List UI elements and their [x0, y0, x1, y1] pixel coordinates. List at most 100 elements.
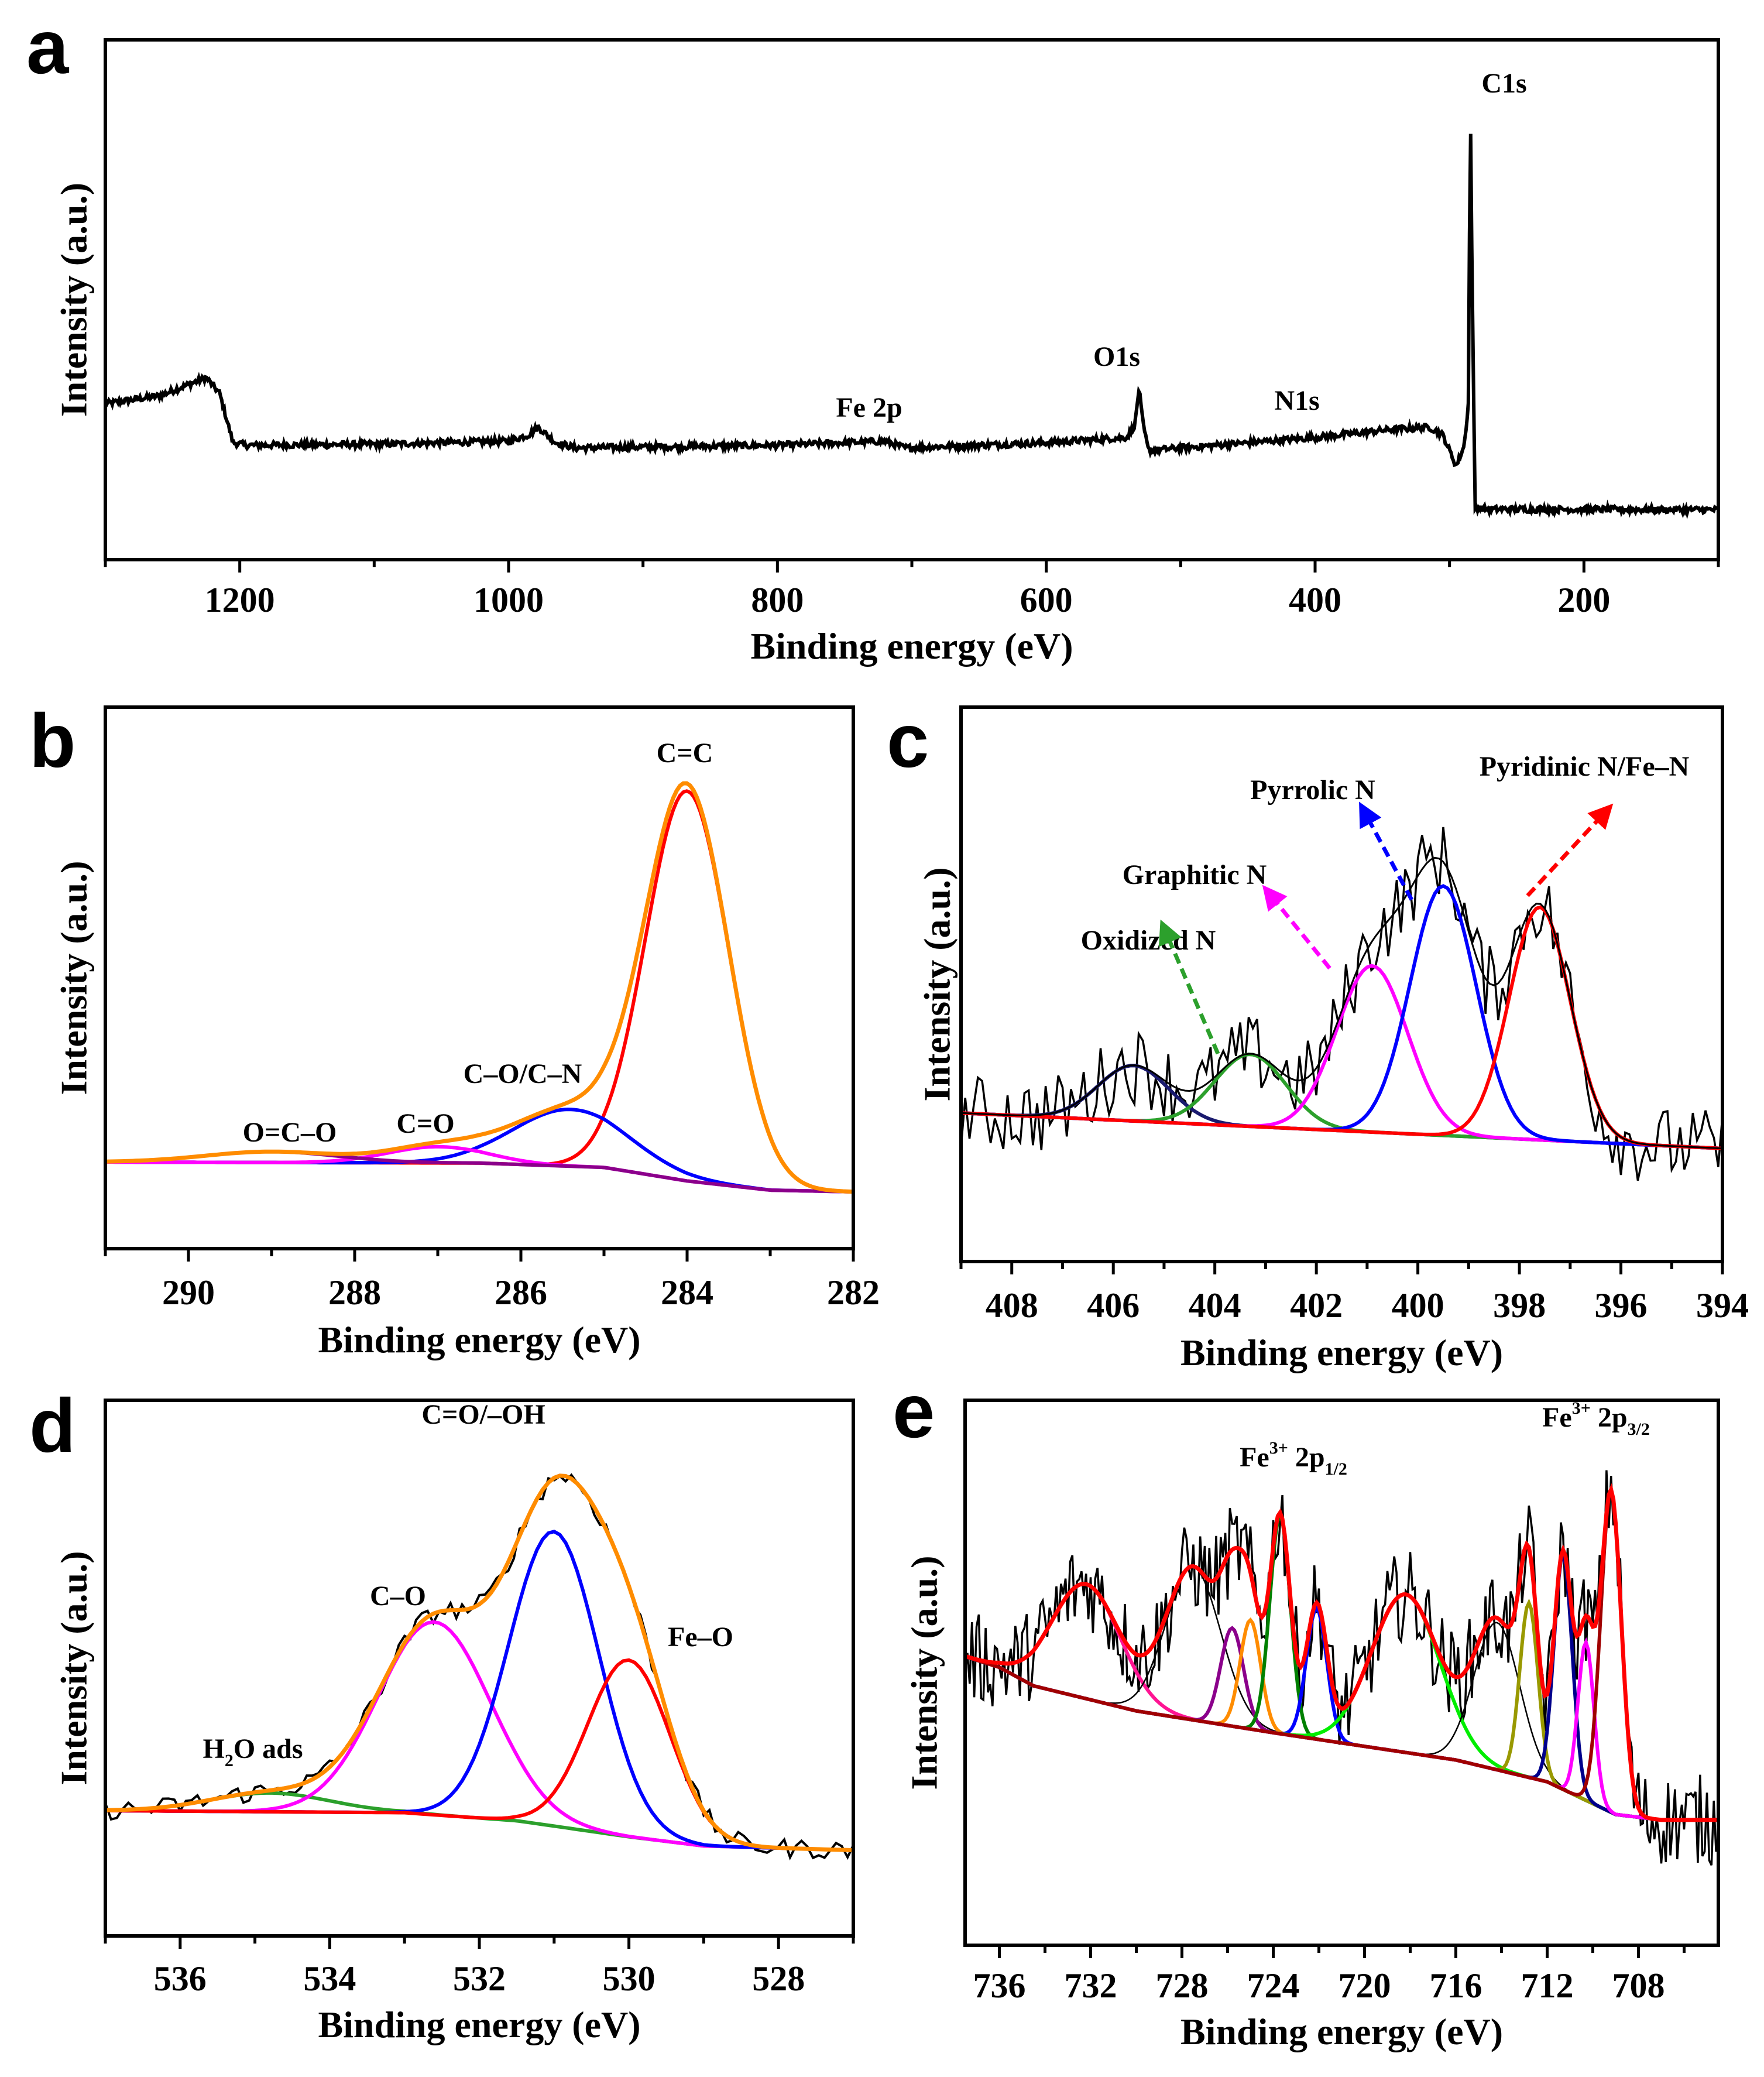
x-tick-label: 282 [827, 1273, 880, 1312]
panel-label: d [29, 1383, 75, 1468]
peak-annotation: H2O ads [203, 1733, 303, 1770]
fit-component-3 [965, 1626, 1718, 1822]
fit-component-1 [105, 789, 853, 1194]
peak-annotation: C–O [370, 1581, 426, 1612]
y-axis-label: Intensity (a.u.) [53, 1551, 94, 1785]
dashed-arrow [1262, 885, 1331, 970]
fit-envelope-line [105, 781, 853, 1194]
x-axis-label: Binding energy (eV) [1180, 1332, 1503, 1373]
peak-annotation: C=O/–OH [421, 1399, 545, 1430]
panel-d: 536 534 532 530 528 Binding energy (eV) Intens… [29, 1383, 855, 2045]
peak-annotation: Pyrrolic N [1250, 774, 1375, 806]
x-tick-label: 400 [1289, 581, 1341, 619]
plot-frame [104, 1399, 855, 1938]
peak-annotation: Fe3+ 2p3/2 [1542, 1399, 1650, 1439]
x-tick-label: 534 [303, 1959, 356, 1998]
x-tick-label: 720 [1339, 1966, 1391, 2005]
x-tick-label: 200 [1557, 581, 1610, 619]
peak-annotation: C–O/C–N [464, 1058, 582, 1089]
fit-envelope-line [965, 1483, 1718, 1822]
annotation-subscript: 2 [225, 1751, 234, 1770]
x-tick-label: 736 [973, 1966, 1026, 2005]
fit-envelope-line [105, 1473, 853, 1853]
x-tick-label: 528 [752, 1959, 805, 1998]
plot-frame [959, 705, 1724, 1263]
plot-area [965, 1470, 1718, 1866]
peak-annotation: N1s [1274, 385, 1319, 416]
x-tick-label: 400 [1392, 1286, 1444, 1325]
fit-component-4 [105, 1150, 853, 1194]
annotation-text: 2p [1591, 1402, 1628, 1433]
peak-annotation: Fe 2p [836, 392, 902, 423]
annotation-superscript: 3+ [1269, 1438, 1288, 1458]
annotation-base: Fe [1240, 1442, 1269, 1473]
x-axis-label: Binding energy (eV) [318, 1319, 640, 1360]
x-tick-label: 728 [1156, 1966, 1209, 2005]
y-axis-label: Intensity (a.u.) [53, 861, 94, 1095]
dashed-arrow [1158, 919, 1220, 1055]
x-tick-label: 532 [453, 1959, 506, 1998]
plot-area [105, 781, 853, 1194]
x-axis-label: Binding energy (eV) [750, 625, 1073, 667]
fit-component-2 [965, 1567, 1718, 1821]
annotation-base: Fe [1542, 1402, 1572, 1433]
x-tick-label: 286 [495, 1273, 547, 1312]
experimental-spectrum-line [105, 1473, 853, 1861]
peak-annotation: Fe–O [668, 1622, 733, 1653]
x-tick-label: 402 [1290, 1286, 1343, 1325]
x-tick-label: 1000 [473, 581, 544, 619]
annotation-text: O ads [234, 1733, 303, 1764]
x-tick-label: 1200 [205, 581, 275, 619]
fit-component-12 [965, 1484, 1718, 1822]
fit-component-8 [965, 1622, 1718, 1821]
x-axis-label: Binding energy (eV) [1180, 2011, 1503, 2052]
annotation-text: 2p [1288, 1442, 1325, 1473]
x-tick-label: 536 [154, 1959, 207, 1998]
fit-component-2 [961, 1053, 1722, 1150]
fit-component-10 [965, 1549, 1718, 1822]
fit-component-11 [965, 1637, 1718, 1822]
panel-a: 1200 1000 800 600 400 200 Binding energy (eV) I… [26, 4, 1720, 667]
panel-b: 290 288 286 284 282 Binding energy (eV) Intens… [29, 698, 880, 1360]
peak-annotation: Fe3+ 2p1/2 [1240, 1438, 1347, 1479]
x-tick-label: 406 [1087, 1286, 1140, 1325]
x-tick-label: 288 [328, 1273, 381, 1312]
peak-annotation: O1s [1093, 341, 1140, 372]
plot-area [961, 827, 1722, 1181]
x-tick-label: 394 [1696, 1286, 1749, 1325]
peak-annotation: Graphitic N [1123, 859, 1267, 890]
peak-annotation: O=C–O [243, 1117, 337, 1148]
annotation-base: H [203, 1733, 224, 1764]
x-tick-label: 800 [751, 581, 804, 619]
x-tick-label: 724 [1247, 1966, 1300, 2005]
x-tick-label: 708 [1612, 1966, 1665, 2005]
y-axis-label: Intensity (a.u.) [916, 867, 957, 1101]
x-tick-label: 404 [1189, 1286, 1241, 1325]
panel-label: b [29, 698, 75, 783]
x-tick-label: 290 [162, 1273, 215, 1312]
panel-c: 408 406 404 402 400 398 396 394 Binding energy (… [887, 698, 1749, 1373]
dashed-arrow [1526, 803, 1614, 897]
dashed-arrow [1359, 801, 1414, 901]
plot-area [105, 133, 1718, 520]
x-tick-label: 408 [986, 1286, 1038, 1325]
panel-label: a [26, 4, 70, 90]
fit-component-4 [965, 1617, 1718, 1822]
y-axis-label: Intensity (a.u.) [53, 183, 94, 417]
x-axis-label: Binding energy (eV) [318, 2004, 640, 2045]
fit-component-3 [105, 1529, 853, 1852]
panel-label: e [893, 1368, 935, 1454]
annotation-superscript: 3+ [1572, 1399, 1591, 1418]
panel-label: c [887, 698, 929, 783]
plot-frame [963, 1399, 1720, 1947]
x-tick-label: 398 [1493, 1286, 1546, 1325]
panel-e: 736 732 728 724 720 716 712 708 Binding energy (… [893, 1368, 1720, 2052]
survey-spectrum-line [105, 133, 1718, 520]
annotation-subscript: 3/2 [1628, 1420, 1650, 1439]
x-tick-label: 284 [661, 1273, 713, 1312]
peak-annotation: C1s [1481, 68, 1526, 99]
y-axis-label: Intensity (a.u.) [903, 1555, 945, 1790]
fit-component-3 [961, 964, 1722, 1150]
x-tick-label: 716 [1430, 1966, 1482, 2005]
